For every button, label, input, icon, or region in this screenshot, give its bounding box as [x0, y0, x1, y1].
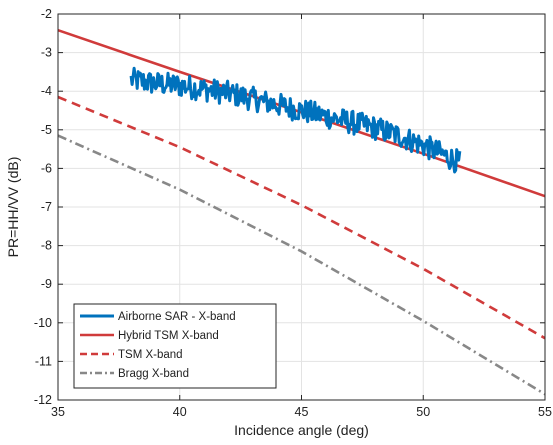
- y-tick-label: -11: [35, 354, 52, 368]
- x-tick-label: 35: [51, 405, 65, 419]
- y-tick-label: -5: [41, 123, 52, 137]
- y-tick-label: -12: [34, 393, 52, 407]
- x-tick-label: 40: [173, 405, 187, 419]
- x-tick-label: 55: [538, 405, 552, 419]
- series-layer: [57, 28, 546, 396]
- legend-label: TSM X-band: [118, 349, 183, 361]
- legend-label: Airborne SAR - X-band: [118, 311, 236, 323]
- series-line-3: [57, 134, 546, 396]
- legend-label: Bragg X-band: [118, 368, 189, 380]
- y-tick-label: -7: [41, 200, 52, 214]
- y-tick-label: -6: [41, 161, 52, 175]
- axis-ticks: 35 40 45 50 55 -12 -11 -10 -9 -8 -7 -6 -5 -4 -3 -2: [34, 7, 552, 419]
- y-axis-label: PR=HH/VV (dB): [5, 157, 21, 258]
- y-tick-label: -3: [41, 46, 52, 60]
- legend-box: [73, 303, 277, 389]
- y-tick-label: -2: [41, 7, 52, 21]
- series-line-2: [57, 95, 546, 340]
- y-tick-label: -8: [41, 239, 52, 253]
- x-tick-label: 45: [295, 405, 309, 419]
- x-axis-label: Incidence angle (deg): [234, 422, 369, 438]
- legend-label: Hybrid TSM X-band: [118, 330, 219, 342]
- legend: Airborne SAR - X-band Hybrid TSM X-band TS…: [73, 303, 277, 389]
- y-tick-label: -10: [34, 316, 52, 330]
- y-tick-label: -4: [41, 84, 52, 98]
- y-tick-label: -9: [41, 277, 52, 291]
- x-tick-label: 50: [416, 405, 430, 419]
- series-line-0: [129, 66, 462, 174]
